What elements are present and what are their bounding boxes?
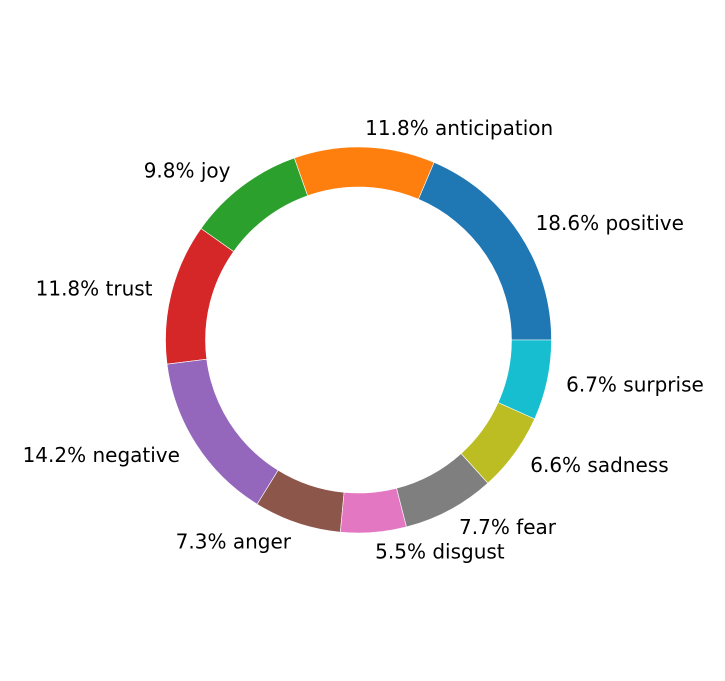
slice-label-positive: 18.6% positive — [536, 211, 684, 235]
slice-surprise — [497, 339, 552, 420]
slice-label-disgust: 5.5% disgust — [375, 540, 505, 564]
slice-label-joy: 9.8% joy — [144, 159, 231, 183]
slice-label-surprise: 6.7% surprise — [566, 372, 704, 396]
slice-label-sadness: 6.6% sadness — [530, 453, 668, 477]
slice-label-anger: 7.3% anger — [176, 529, 292, 553]
slice-label-anticipation: 11.8% anticipation — [365, 116, 553, 140]
slice-negative — [166, 358, 279, 505]
slices-layer — [165, 146, 552, 534]
slice-trust — [165, 228, 235, 365]
slice-label-negative: 14.2% negative — [23, 443, 180, 467]
slice-label-trust: 11.8% trust — [36, 276, 153, 300]
slice-anticipation — [293, 146, 435, 200]
labels-layer: 18.6% positive 11.8% anticipation 9.8% joy… — [23, 116, 704, 564]
slice-disgust — [340, 487, 407, 534]
slice-positive — [417, 162, 552, 341]
slice-label-fear: 7.7% fear — [459, 515, 557, 539]
